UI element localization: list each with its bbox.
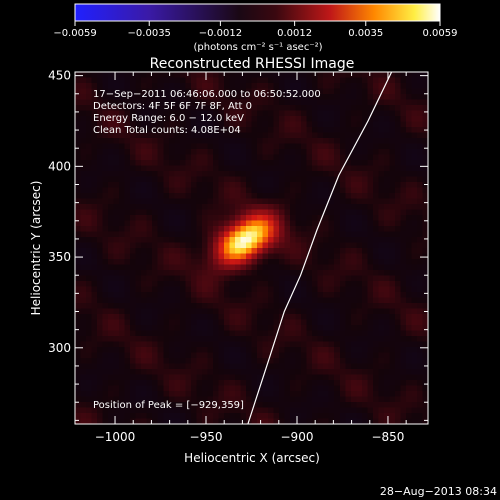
annotation-block: 17−Sep−2011 06:46:06.000 to 06:50:52.000… xyxy=(93,89,321,136)
annotation-detectors: Detectors: 4F 5F 6F 7F 8F, Att 0 xyxy=(93,101,252,112)
y-tick-label: 450 xyxy=(48,69,71,83)
colorbar-ticks: −0.0059 −0.0035 −0.0012 0.0012 0.0035 0.0059 xyxy=(53,21,458,39)
chart-title: Reconstructed RHESSI Image xyxy=(150,56,355,72)
peak-position-label: Position of Peak = [−929,359] xyxy=(93,400,244,411)
colorbar-units: (photons cm⁻² s⁻¹ asec⁻²) xyxy=(193,42,322,53)
y-axis-label: Heliocentric Y (arcsec) xyxy=(29,181,43,316)
colorbar: −0.0059 −0.0035 −0.0012 0.0012 0.0035 0.0059 … xyxy=(53,3,458,53)
y-tick-label: 400 xyxy=(48,159,71,173)
annotation-energy: Energy Range: 6.0 − 12.0 keV xyxy=(93,113,244,124)
plot-frame xyxy=(74,71,429,425)
solar-limb-line xyxy=(247,72,393,424)
plot-area: −1000 −950 −900 −850 300 350 400 450 17−Sep−201… xyxy=(48,69,429,444)
colorbar-tick-label: −0.0035 xyxy=(128,28,171,39)
y-tick-label: 350 xyxy=(48,250,71,264)
x-tick-label: −950 xyxy=(190,430,223,444)
x-axis-label: Heliocentric X (arcsec) xyxy=(184,451,320,465)
colorbar-tick-label: −0.0059 xyxy=(53,28,96,39)
heatmap-image xyxy=(75,72,428,424)
colorbar-tick-label: −0.0012 xyxy=(199,28,242,39)
colorbar-tick-label: 0.0012 xyxy=(277,28,312,39)
colorbar-tick-label: 0.0059 xyxy=(423,28,458,39)
x-tick-label: −900 xyxy=(281,430,314,444)
x-tick-label: −1000 xyxy=(95,430,136,444)
axis-ticks: −1000 −950 −900 −850 300 350 400 450 xyxy=(48,69,428,444)
annotation-counts: Clean Total counts: 4.08E+04 xyxy=(93,125,241,136)
annotation-time: 17−Sep−2011 06:46:06.000 to 06:50:52.000 xyxy=(93,89,321,100)
colorbar-tick-label: 0.0035 xyxy=(348,28,383,39)
y-tick-label: 300 xyxy=(48,341,71,355)
footer-timestamp: 28−Aug−2013 08:34 xyxy=(380,485,497,498)
colorbar-gradient xyxy=(74,3,441,22)
x-tick-label: −850 xyxy=(371,430,404,444)
